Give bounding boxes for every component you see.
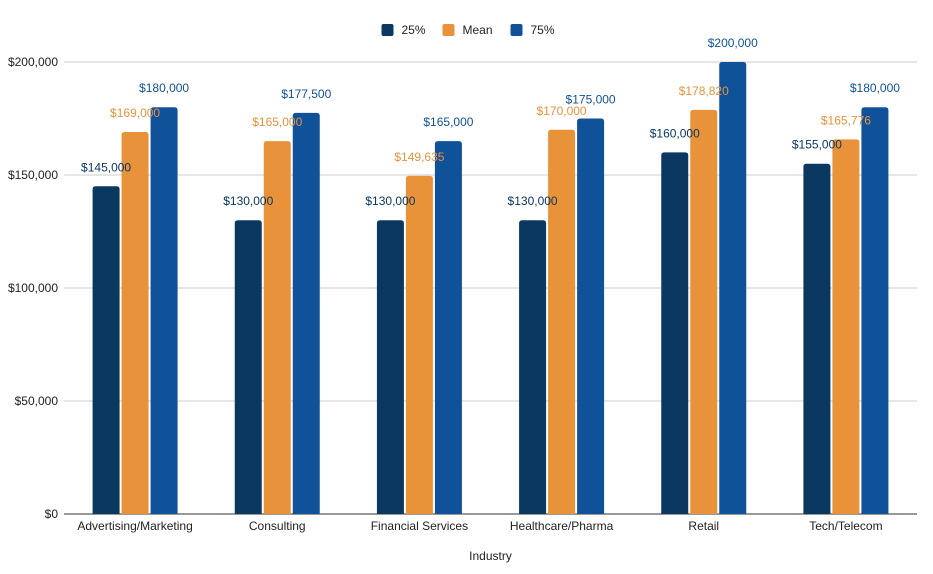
data-label: $130,000	[508, 194, 558, 208]
bar-mean	[405, 175, 433, 515]
gridlines	[64, 61, 917, 515]
bar-mean	[263, 141, 291, 514]
bar-25pct	[234, 220, 262, 514]
legend-swatch	[510, 24, 523, 36]
bar-mean	[121, 132, 149, 514]
x-axis: Advertising/Marketing Consulting Financial…	[77, 519, 882, 533]
bar-75pct	[861, 107, 889, 514]
data-label: $180,000	[850, 81, 900, 95]
legend-swatch	[442, 24, 455, 36]
x-tick-label: Healthcare/Pharma	[510, 519, 614, 533]
y-tick-label: $200,000	[8, 55, 58, 69]
data-label: $130,000	[365, 194, 415, 208]
data-label: $200,000	[708, 36, 758, 50]
y-axis: $0 $50,000 $100,000 $150,000 $200,000	[8, 55, 58, 521]
legend-label: 75%	[531, 23, 555, 37]
bar-75pct	[434, 141, 462, 514]
data-label: $149,635	[394, 150, 444, 164]
bar-mean	[832, 139, 860, 514]
bars	[92, 62, 889, 515]
data-label: $178,820	[679, 84, 729, 98]
bar-mean	[548, 129, 576, 515]
legend: 25% Mean 75%	[381, 23, 555, 37]
bar-25pct	[661, 152, 689, 514]
bar-25pct	[92, 186, 120, 515]
data-label: $145,000	[81, 160, 131, 174]
data-label: $155,000	[792, 138, 842, 152]
bar-mean	[690, 109, 718, 515]
data-labels: $145,000 $169,000 $180,000 $130,000 $165,000…	[81, 36, 900, 208]
x-tick-label: Consulting	[249, 519, 306, 533]
x-tick-label: Tech/Telecom	[809, 519, 882, 533]
bar-75pct	[150, 107, 178, 514]
x-axis-title: Industry	[469, 549, 512, 563]
data-label: $165,000	[252, 115, 302, 129]
data-label: $130,000	[223, 194, 273, 208]
y-tick-label: $150,000	[8, 168, 58, 182]
data-label: $160,000	[650, 126, 700, 140]
legend-label: 25%	[402, 23, 426, 37]
data-label: $165,776	[821, 113, 871, 127]
bar-75pct	[719, 62, 747, 514]
y-tick-label: $50,000	[15, 394, 59, 408]
bar-75pct	[577, 118, 605, 514]
legend-swatch	[381, 24, 394, 36]
x-tick-label: Financial Services	[371, 519, 468, 533]
bar-25pct	[519, 220, 547, 514]
y-tick-label: $0	[45, 507, 59, 521]
x-tick-label: Advertising/Marketing	[77, 519, 192, 533]
bar-25pct	[803, 163, 831, 514]
y-tick-label: $100,000	[8, 281, 58, 295]
bar-75pct	[292, 112, 320, 514]
legend-label: Mean	[463, 23, 493, 37]
data-label: $169,000	[110, 106, 160, 120]
data-label: $180,000	[139, 81, 189, 95]
bar-25pct	[376, 220, 404, 514]
data-label: $170,000	[537, 104, 587, 118]
data-label: $165,000	[423, 115, 473, 129]
x-tick-label: Retail	[688, 519, 719, 533]
data-label: $175,000	[566, 93, 616, 107]
data-label: $177,500	[281, 87, 331, 101]
